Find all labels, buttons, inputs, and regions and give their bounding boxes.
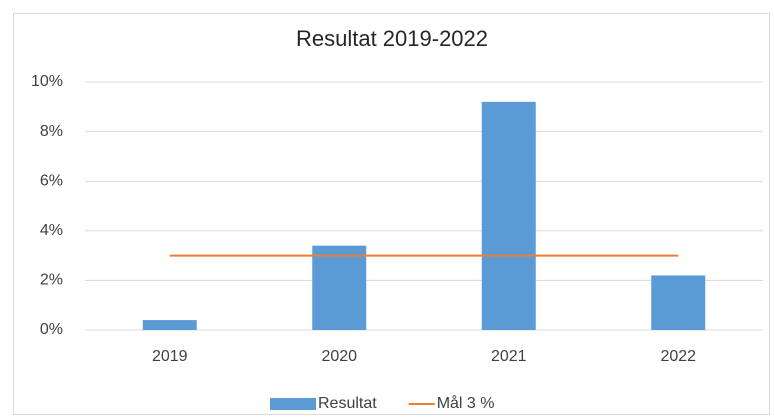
- y-tick-label: 4%: [40, 222, 63, 239]
- x-tick-label: 2020: [321, 348, 357, 365]
- x-tick-label: 2021: [491, 348, 527, 365]
- bar: [142, 320, 197, 330]
- x-tick-label: 2019: [152, 348, 188, 365]
- chart-title: Resultat 2019-2022: [296, 26, 488, 51]
- y-tick-label: 2%: [40, 272, 63, 289]
- y-tick-label: 6%: [40, 172, 63, 189]
- legend-label: Mål 3 %: [437, 394, 495, 412]
- bar: [651, 275, 706, 330]
- y-tick-label: 10%: [31, 73, 63, 90]
- y-tick-label: 0%: [40, 321, 63, 338]
- chart-frame: [13, 13, 770, 415]
- x-tick-label: 2022: [660, 348, 696, 365]
- bar: [481, 101, 536, 330]
- y-tick-label: 8%: [40, 123, 63, 140]
- legend-swatch: [270, 398, 316, 410]
- bar: [312, 245, 367, 330]
- legend-label: Resultat: [318, 395, 377, 412]
